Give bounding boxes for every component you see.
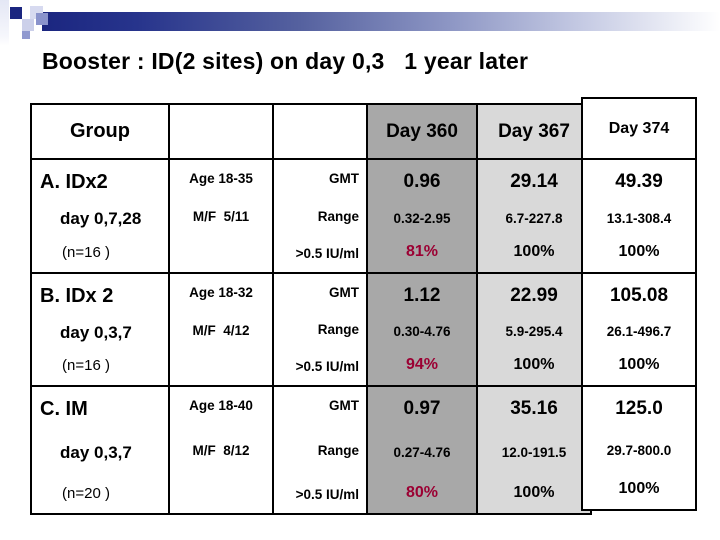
group-mf: M/F 8/12 <box>192 443 250 458</box>
col-header-empty-demographics <box>170 105 274 160</box>
measure-seroconversion-label: >0.5 IU/ml <box>295 487 359 502</box>
range-value: 12.0-191.5 <box>501 444 567 460</box>
group-a-measure-labels: GMT Range >0.5 IU/ml <box>274 160 368 274</box>
measure-seroconversion-label: >0.5 IU/ml <box>295 359 359 374</box>
col-header-empty-measure <box>274 105 368 160</box>
pct-value: 100% <box>513 356 555 373</box>
group-c-day367-cell: 35.16 12.0-191.5 100% <box>478 387 590 513</box>
group-name: A. IDx2 <box>40 171 108 193</box>
group-b-day360-cell: 1.12 0.30-4.76 94% <box>368 274 478 387</box>
deco-square-small <box>22 31 30 39</box>
pct-value: 81% <box>405 243 439 260</box>
range-value: 0.27-4.76 <box>393 444 451 460</box>
pct-value: 100% <box>513 484 555 501</box>
gmt-value: 125.0 <box>615 398 663 419</box>
range-value: 0.32-2.95 <box>393 210 451 226</box>
group-age: Age 18-32 <box>189 285 253 300</box>
measure-range-label: Range <box>317 442 359 458</box>
group-b-demographics-cell: Age 18-32 M/F 4/12 <box>170 274 274 387</box>
gmt-value: 0.97 <box>403 398 441 419</box>
gmt-value: 35.16 <box>510 398 558 419</box>
gmt-value: 22.99 <box>510 285 558 306</box>
col-header-day374: Day 374 <box>583 99 695 160</box>
group-a-day360-cell: 0.96 0.32-2.95 81% <box>368 160 478 274</box>
deco-square-mid <box>36 13 48 25</box>
pct-value: 100% <box>618 480 660 497</box>
measure-gmt-label: GMT <box>329 398 359 413</box>
range-value: 6.7-227.8 <box>505 210 563 226</box>
group-n: (n=16 ) <box>62 357 110 374</box>
measure-range-label: Range <box>317 208 359 224</box>
group-age: Age 18-40 <box>189 398 253 413</box>
gmt-value: 29.14 <box>510 171 558 192</box>
range-value: 29.7-800.0 <box>606 442 672 458</box>
deco-square-light <box>22 19 34 31</box>
header-gradient-bar <box>42 12 720 31</box>
group-mf: M/F 5/11 <box>192 209 250 224</box>
group-schedule: day 0,3,7 <box>60 322 132 342</box>
group-schedule: day 0,3,7 <box>60 443 132 462</box>
group-b-day374-cell: 105.08 26.1-496.7 100% <box>583 274 695 387</box>
group-c-label-cell: C. IM day 0,3,7 (n=20 ) <box>32 387 170 513</box>
measure-seroconversion-label: >0.5 IU/ml <box>295 246 359 261</box>
group-name: B. IDx 2 <box>40 285 114 307</box>
group-c-day374-cell: 125.0 29.7-800.0 100% <box>583 387 695 509</box>
measure-gmt-label: GMT <box>329 285 359 300</box>
pct-value: 94% <box>405 356 439 373</box>
gmt-value: 49.39 <box>615 171 663 192</box>
group-n: (n=20 ) <box>62 485 110 502</box>
gmt-value: 0.96 <box>403 171 441 192</box>
gmt-value: 1.12 <box>403 285 441 306</box>
gmt-value: 105.08 <box>609 285 669 306</box>
deco-square-navy <box>10 7 22 19</box>
range-value: 0.30-4.76 <box>393 324 451 339</box>
pct-value: 100% <box>513 243 555 260</box>
group-age: Age 18-35 <box>189 171 253 186</box>
group-n: (n=16 ) <box>62 244 110 261</box>
measure-range-label: Range <box>317 322 359 337</box>
col-header-group: Group <box>32 105 170 160</box>
group-a-day367-cell: 29.14 6.7-227.8 100% <box>478 160 590 274</box>
measure-gmt-label: GMT <box>329 171 359 186</box>
left-edge-decoration <box>0 0 9 46</box>
group-b-label-cell: B. IDx 2 day 0,3,7 (n=16 ) <box>32 274 170 387</box>
group-a-demographics-cell: Age 18-35 M/F 5/11 <box>170 160 274 274</box>
slide-title: Booster : ID(2 sites) on day 0,3 1 year … <box>42 48 529 74</box>
pct-value: 80% <box>405 484 439 501</box>
group-b-day367-cell: 22.99 5.9-295.4 100% <box>478 274 590 387</box>
col-header-day360: Day 360 <box>368 105 478 160</box>
range-value: 5.9-295.4 <box>505 324 563 339</box>
group-schedule: day 0,7,28 <box>60 209 142 228</box>
group-mf: M/F 4/12 <box>192 322 250 338</box>
group-a-label-cell: A. IDx2 day 0,7,28 (n=16 ) <box>32 160 170 274</box>
group-c-day360-cell: 0.97 0.27-4.76 80% <box>368 387 478 513</box>
group-name: C. IM <box>40 398 88 420</box>
group-a-day374-cell: 49.39 13.1-308.4 100% <box>583 160 695 274</box>
pct-value: 100% <box>618 356 660 373</box>
day374-column: Day 374 49.39 13.1-308.4 100% 105.08 26.… <box>581 97 697 511</box>
col-header-day367: Day 367 <box>478 105 590 160</box>
group-b-measure-labels: GMT Range >0.5 IU/ml <box>274 274 368 387</box>
range-value: 26.1-496.7 <box>606 324 672 339</box>
group-c-demographics-cell: Age 18-40 M/F 8/12 <box>170 387 274 513</box>
range-value: 13.1-308.4 <box>606 210 672 226</box>
pct-value: 100% <box>618 243 660 260</box>
group-c-measure-labels: GMT Range >0.5 IU/ml <box>274 387 368 513</box>
results-table: Group Day 360 Day 367 A. IDx2 day 0,7,28… <box>30 103 592 515</box>
